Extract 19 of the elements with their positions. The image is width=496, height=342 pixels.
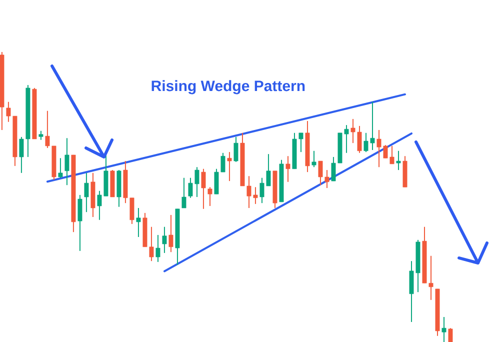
text: Rising Wedge Pattern bbox=[152, 80, 305, 94]
candlestick bbox=[182, 177, 186, 209]
candlestick bbox=[136, 208, 141, 238]
candlestick bbox=[84, 172, 89, 213]
candlestick bbox=[64, 138, 70, 186]
candlestick bbox=[312, 150, 316, 168]
candlestick bbox=[78, 194, 82, 252]
candlestick bbox=[227, 152, 232, 182]
candlestick bbox=[448, 328, 453, 342]
candlestick bbox=[168, 214, 174, 253]
candlestick bbox=[234, 136, 238, 162]
candlestick bbox=[58, 158, 63, 178]
candlestick bbox=[396, 150, 401, 171]
candlestick bbox=[162, 226, 167, 254]
candlestick bbox=[201, 168, 206, 210]
candlestick bbox=[442, 316, 446, 342]
candlestick bbox=[208, 186, 212, 206]
candlestick bbox=[156, 234, 160, 262]
candlestick bbox=[286, 156, 290, 182]
